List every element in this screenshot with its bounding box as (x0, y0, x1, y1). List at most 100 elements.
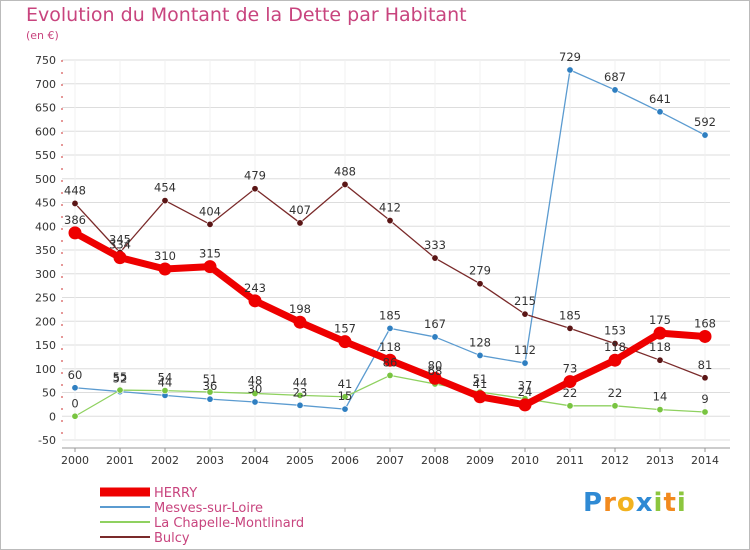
x-tick-label: 2007 (376, 454, 404, 467)
y-tick-label: 500 (35, 173, 56, 186)
data-point-la-chapelle-montlinard (296, 391, 304, 399)
data-point-la-chapelle-montlinard (611, 402, 619, 410)
data-point-mesves-sur-loire (521, 359, 529, 367)
data-label-bulcy: 81 (698, 358, 713, 372)
data-label-la-chapelle-montlinard: 51 (203, 372, 218, 386)
data-label-herry: 118 (379, 340, 401, 354)
legend-label-herry: HERRY (154, 486, 197, 501)
data-point-bulcy (611, 340, 619, 348)
data-label-bulcy: 412 (379, 201, 401, 215)
data-point-herry (563, 375, 577, 389)
y-tick-label: 350 (35, 244, 56, 257)
y-tick-label: 200 (35, 315, 56, 328)
proxiti-logo: Proxiti (583, 488, 687, 518)
data-label-herry: 198 (289, 302, 311, 316)
x-tick-label: 2001 (106, 454, 134, 467)
data-label-mesves-sur-loire: 30 (248, 382, 263, 396)
data-label-herry: 73 (563, 362, 578, 376)
x-tick-label: 2008 (421, 454, 449, 467)
y-tick-label: 750 (35, 54, 56, 67)
data-point-mesves-sur-loire (251, 398, 259, 406)
data-point-bulcy (566, 324, 574, 332)
x-tick-label: 2014 (691, 454, 719, 467)
data-point-herry (158, 262, 172, 276)
y-tick-label: 50 (42, 387, 56, 400)
y-tick-label: 400 (35, 220, 56, 233)
data-label-mesves-sur-loire: 36 (203, 379, 218, 393)
data-point-mesves-sur-loire (701, 131, 709, 139)
y-tick-label: 650 (35, 102, 56, 115)
data-point-bulcy (701, 374, 709, 382)
data-point-la-chapelle-montlinard (386, 371, 394, 379)
data-point-herry (653, 326, 667, 340)
logo-letter: i (676, 488, 687, 518)
data-point-bulcy (431, 254, 439, 262)
data-point-bulcy (161, 197, 169, 205)
data-point-mesves-sur-loire (386, 324, 394, 332)
data-label-herry: 157 (334, 322, 356, 336)
data-label-la-chapelle-montlinard: 9 (701, 392, 708, 406)
data-point-herry (608, 353, 622, 367)
data-label-la-chapelle-montlinard: 44 (293, 375, 308, 389)
data-label-la-chapelle-montlinard: 22 (563, 386, 578, 400)
data-label-la-chapelle-montlinard: 14 (653, 390, 668, 404)
data-label-herry: 41 (473, 377, 488, 391)
data-label-bulcy: 479 (244, 169, 266, 183)
data-point-mesves-sur-loire (71, 384, 79, 392)
data-point-herry (113, 251, 127, 265)
data-point-herry (698, 329, 712, 343)
data-label-la-chapelle-montlinard: 54 (158, 371, 173, 385)
chart-title: Evolution du Montant de la Dette par Hab… (26, 4, 467, 26)
y-axis-unit: (en €) (26, 29, 59, 42)
y-tick-label: 0 (49, 410, 56, 423)
data-point-herry (248, 294, 262, 308)
data-label-bulcy: 333 (424, 238, 446, 252)
data-label-bulcy: 279 (469, 264, 491, 278)
data-point-la-chapelle-montlinard (566, 402, 574, 410)
data-label-bulcy: 488 (334, 164, 356, 178)
data-point-la-chapelle-montlinard (656, 406, 664, 414)
data-point-mesves-sur-loire (296, 401, 304, 409)
data-label-bulcy: 118 (649, 340, 671, 354)
data-point-mesves-sur-loire (656, 108, 664, 116)
y-tick-label: -50 (38, 434, 56, 447)
x-tick-label: 2002 (151, 454, 179, 467)
data-point-bulcy (521, 310, 529, 318)
data-point-mesves-sur-loire (476, 351, 484, 359)
logo-letter: x (635, 488, 654, 518)
data-label-mesves-sur-loire: 15 (338, 389, 353, 403)
logo-letter: P (583, 488, 604, 518)
legend-label-bulcy: Bulcy (154, 531, 190, 546)
data-label-bulcy: 448 (64, 183, 86, 197)
data-label-herry: 80 (428, 358, 443, 372)
y-tick-label: 550 (35, 149, 56, 162)
data-label-la-chapelle-montlinard: 22 (608, 386, 623, 400)
data-point-herry (518, 398, 532, 412)
data-label-bulcy: 404 (199, 204, 221, 218)
x-tick-label: 2006 (331, 454, 359, 467)
data-point-herry (293, 315, 307, 329)
data-label-herry: 310 (154, 249, 176, 263)
x-tick-label: 2010 (511, 454, 539, 467)
data-label-mesves-sur-loire: 641 (649, 92, 671, 106)
data-point-mesves-sur-loire (566, 66, 574, 74)
y-tick-label: 600 (35, 125, 56, 138)
data-label-la-chapelle-montlinard: 86 (383, 355, 398, 369)
x-tick-label: 2005 (286, 454, 314, 467)
y-tick-label: 250 (35, 292, 56, 305)
data-point-mesves-sur-loire (341, 405, 349, 413)
data-point-bulcy (71, 199, 79, 207)
data-label-la-chapelle-montlinard: 0 (71, 396, 78, 410)
data-point-la-chapelle-montlinard (251, 389, 259, 397)
data-label-la-chapelle-montlinard: 51 (473, 372, 488, 386)
data-point-bulcy (386, 217, 394, 225)
logo-letter: i (653, 488, 664, 518)
data-label-herry: 118 (604, 340, 626, 354)
data-point-bulcy (476, 280, 484, 288)
data-label-herry: 315 (199, 247, 221, 261)
data-label-bulcy: 185 (559, 308, 581, 322)
data-label-mesves-sur-loire: 52 (113, 372, 128, 386)
x-tick-label: 2011 (556, 454, 584, 467)
data-label-herry: 243 (244, 281, 266, 295)
